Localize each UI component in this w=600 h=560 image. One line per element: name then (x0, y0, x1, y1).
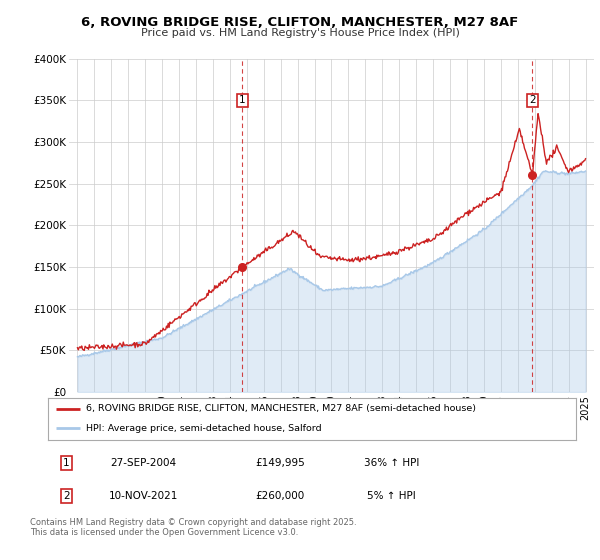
Text: 10-NOV-2021: 10-NOV-2021 (109, 491, 178, 501)
Text: 5% ↑ HPI: 5% ↑ HPI (367, 491, 416, 501)
Text: 1: 1 (63, 458, 70, 468)
Text: 6, ROVING BRIDGE RISE, CLIFTON, MANCHESTER, M27 8AF: 6, ROVING BRIDGE RISE, CLIFTON, MANCHEST… (82, 16, 518, 29)
Text: Price paid vs. HM Land Registry's House Price Index (HPI): Price paid vs. HM Land Registry's House … (140, 28, 460, 38)
Text: £260,000: £260,000 (256, 491, 305, 501)
Text: 1: 1 (239, 95, 246, 105)
Text: 27-SEP-2004: 27-SEP-2004 (110, 458, 176, 468)
Text: HPI: Average price, semi-detached house, Salford: HPI: Average price, semi-detached house,… (86, 424, 322, 433)
Text: Contains HM Land Registry data © Crown copyright and database right 2025.
This d: Contains HM Land Registry data © Crown c… (30, 518, 356, 538)
Text: 36% ↑ HPI: 36% ↑ HPI (364, 458, 419, 468)
Text: 6, ROVING BRIDGE RISE, CLIFTON, MANCHESTER, M27 8AF (semi-detached house): 6, ROVING BRIDGE RISE, CLIFTON, MANCHEST… (86, 404, 476, 413)
Text: £149,995: £149,995 (256, 458, 305, 468)
Text: 2: 2 (529, 95, 536, 105)
Text: 2: 2 (63, 491, 70, 501)
